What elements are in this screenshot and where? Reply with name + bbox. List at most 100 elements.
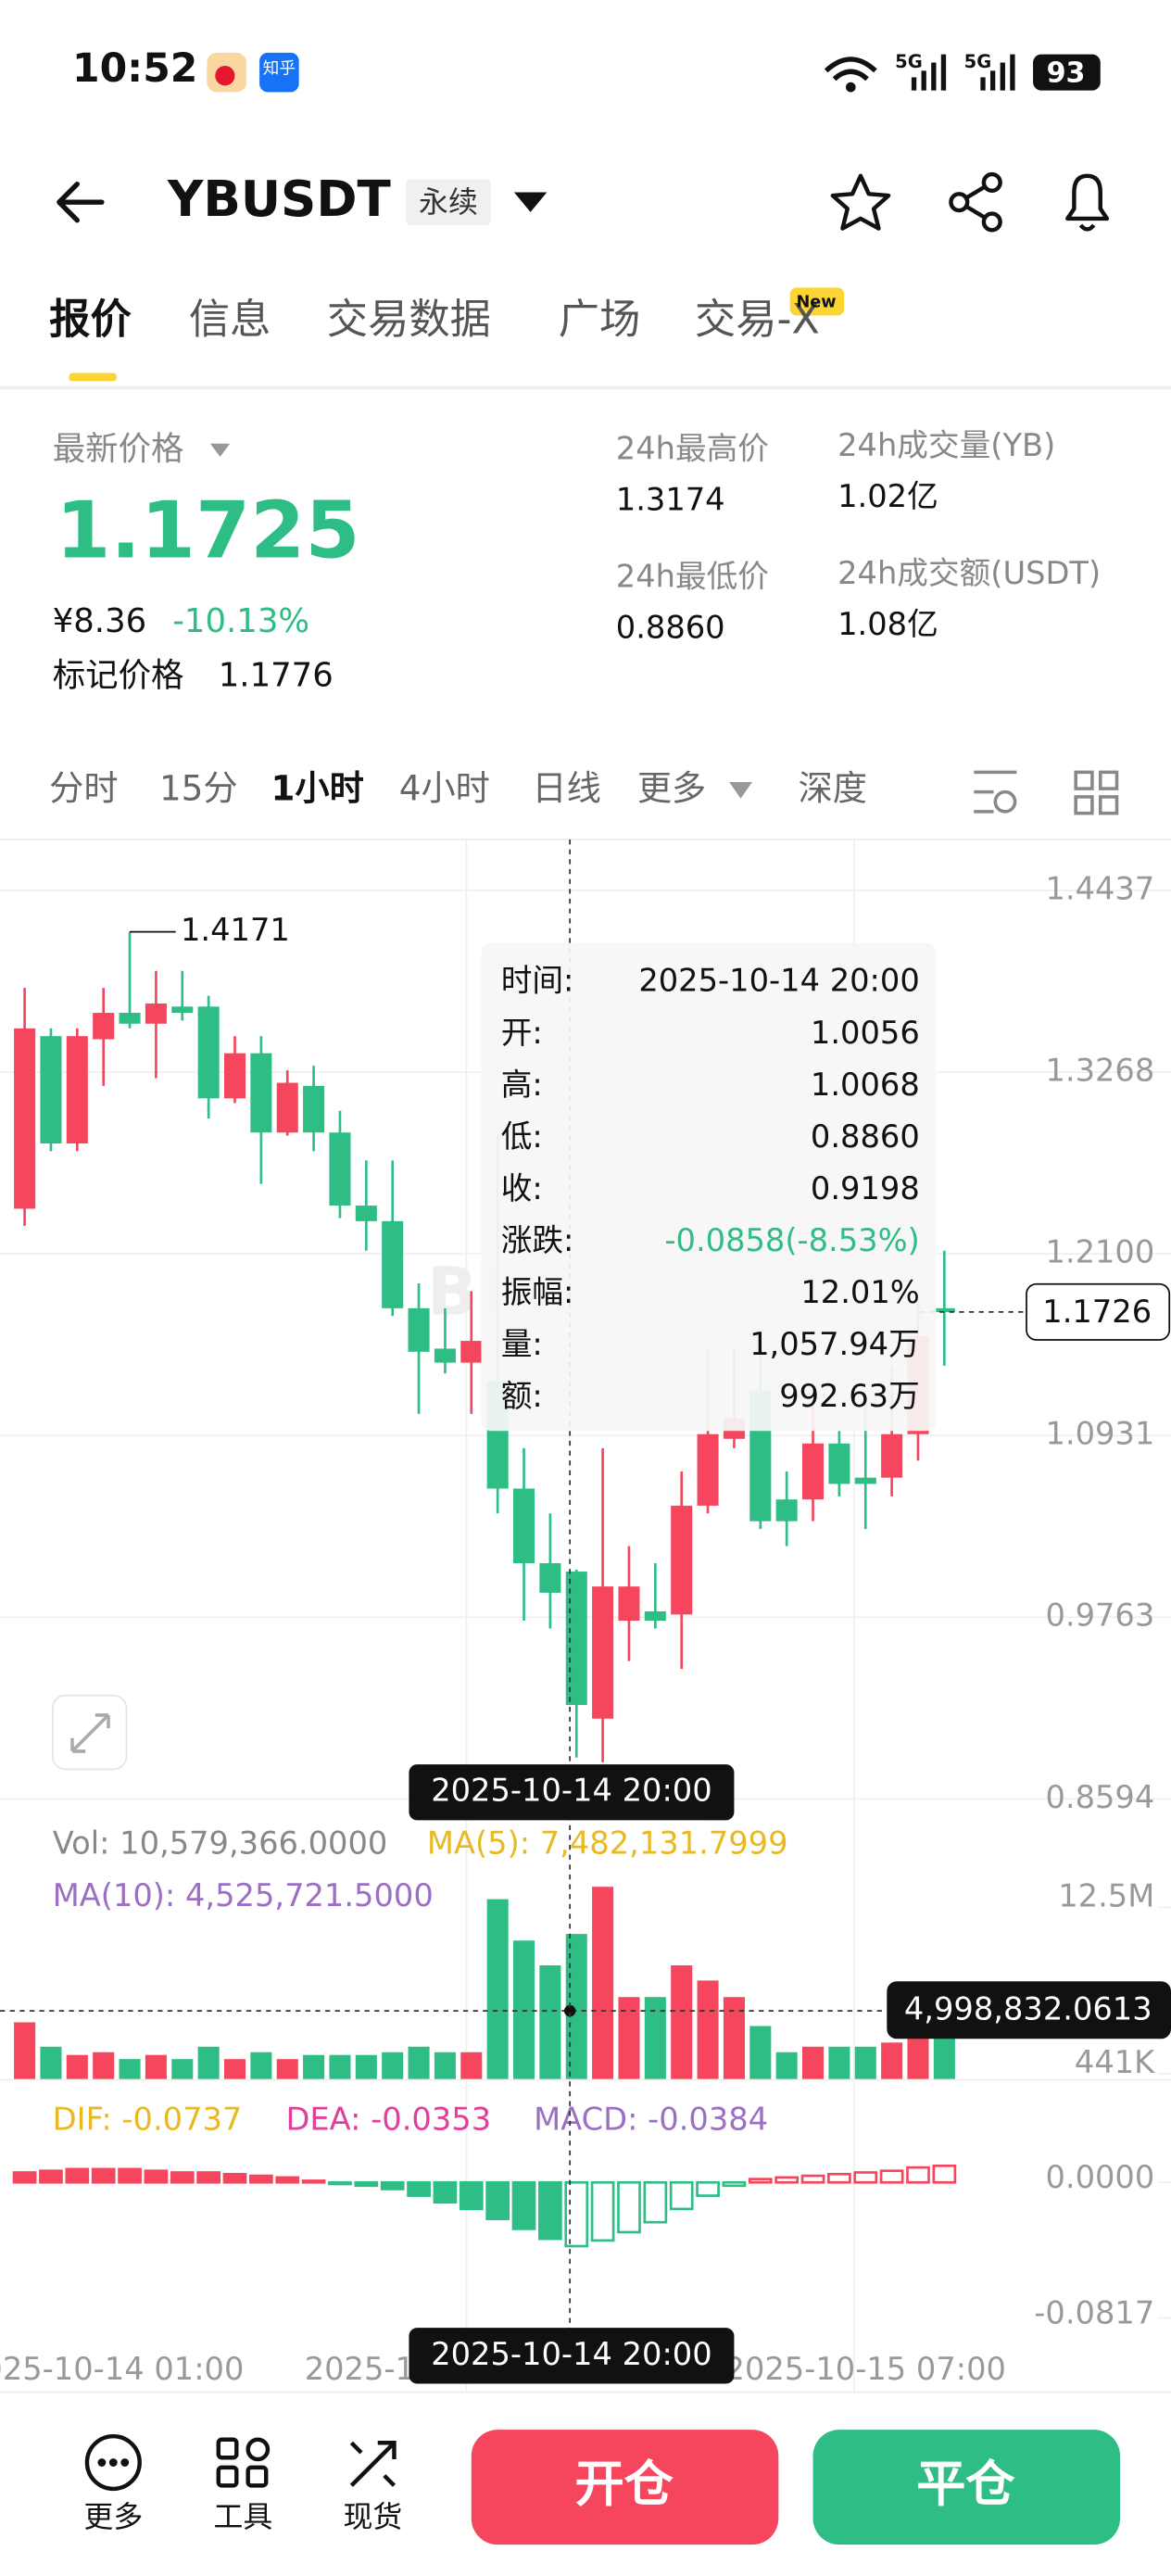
close-button[interactable] (812, 2430, 1121, 2545)
macd-bar (144, 2169, 169, 2184)
tab[interactable]: 报价 (49, 297, 132, 344)
favorite-button[interactable] (830, 173, 891, 231)
volume-bar (618, 1997, 640, 2080)
y-tick-label: 1.3268 (1045, 1053, 1154, 1089)
label: 最新价格 (53, 430, 184, 468)
candle-body (565, 1572, 587, 1705)
volume-bar (329, 2054, 351, 2080)
volume-legend: MA(5): 7,482,131.7999 (427, 1825, 788, 1861)
tooltip-label: 振幅: (501, 1274, 574, 1310)
alert-button[interactable] (1065, 173, 1110, 232)
macd-bar (170, 2171, 195, 2184)
macd-bar (617, 2180, 641, 2234)
timeframe[interactable]: 1小时 (271, 767, 364, 808)
volume-bar (408, 2046, 430, 2080)
back-button[interactable] (57, 182, 105, 223)
status-time: 10:52 (72, 46, 197, 92)
volume-bar (355, 2054, 377, 2080)
candle-body (303, 1085, 325, 1133)
share-button[interactable] (949, 171, 1002, 233)
tooltip-value: 1.0056 (811, 1015, 920, 1051)
symbol-dropdown[interactable] (513, 192, 548, 212)
macd-bar (354, 2180, 379, 2188)
tooltip (481, 942, 937, 1432)
tooltip-label: 量: (501, 1326, 543, 1362)
nav-label[interactable]: 更多 (83, 2499, 143, 2534)
macd-bar (275, 2176, 300, 2184)
timeframe[interactable]: 4小时 (399, 767, 490, 808)
zhihu-icon (259, 52, 299, 93)
tab[interactable]: 交易数据 (327, 297, 491, 344)
last-price-label: 1.1726 (1042, 1294, 1152, 1330)
stat-value: 1.3174 (616, 481, 725, 517)
more-dots (97, 2458, 130, 2467)
y-tick-label: 1.2100 (1045, 1234, 1154, 1270)
last-price: 1.1725 (56, 485, 359, 576)
wifi-icon (824, 57, 877, 82)
macd-bar (485, 2180, 510, 2220)
stat-label: 24h成交量(YB) (837, 427, 1055, 463)
tab[interactable]: 交易-X (695, 297, 820, 344)
candle-body (408, 1307, 430, 1352)
volume-bar (907, 2038, 929, 2080)
macd-bar (65, 2167, 90, 2184)
tooltip-value: 0.8860 (811, 1118, 920, 1155)
tooltip-label: 额: (501, 1378, 543, 1414)
timeframe[interactable]: 分时 (49, 767, 118, 808)
more-icon[interactable] (84, 2433, 142, 2492)
candle-body (250, 1053, 272, 1133)
volume-bar (197, 2046, 220, 2080)
volume-bar (565, 1934, 587, 2080)
spot-icon[interactable] (349, 2441, 397, 2487)
volume-bar (697, 1980, 719, 2080)
tooltip-label: 高: (501, 1067, 543, 1103)
candle-body (355, 1206, 377, 1221)
nav-label[interactable]: 工具 (213, 2499, 272, 2534)
macd-legend: MACD: -0.0384 (534, 2101, 768, 2137)
open-button[interactable] (471, 2430, 779, 2545)
candle-body (40, 1036, 62, 1143)
macd-bar (748, 2178, 773, 2184)
tab[interactable]: 广场 (559, 297, 641, 344)
settings-icon[interactable] (974, 770, 1017, 814)
volume-bar (276, 2059, 298, 2080)
x-tick-label: 2025-10-14 01:00 (0, 2351, 244, 2387)
macd-bar (590, 2180, 615, 2242)
macd-bar (800, 2174, 825, 2184)
macd-bar (879, 2169, 904, 2184)
price-dropdown[interactable] (209, 443, 231, 457)
macd-legend: DIF: -0.0737 (53, 2101, 243, 2137)
timeframe[interactable]: 15分 (159, 767, 238, 808)
macd-bar (669, 2180, 694, 2211)
battery-level: 93 (1047, 57, 1086, 89)
volume-bar (539, 1965, 561, 2080)
timeframe[interactable]: 更多 (637, 767, 706, 808)
candle-body (697, 1433, 719, 1506)
candle-body (671, 1505, 693, 1615)
last-price-box (1026, 1282, 1171, 1341)
tooltip-label: 收: (501, 1170, 543, 1206)
nav-label[interactable]: 现货 (344, 2499, 403, 2534)
tools-icon[interactable] (216, 2437, 271, 2488)
candle-body (223, 1053, 246, 1099)
macd-bar (118, 2167, 142, 2184)
volume-bar (14, 2022, 36, 2080)
more-dropdown[interactable] (729, 781, 752, 799)
new-badge-text: New (796, 293, 836, 311)
volume-bar (119, 2059, 141, 2080)
volume-bar (171, 2059, 194, 2080)
timeframe[interactable]: 日线 (532, 767, 600, 808)
candle-body (14, 1028, 36, 1209)
stat-label: 24h最低价 (616, 559, 769, 595)
timeframe[interactable]: 深度 (799, 767, 867, 808)
macd-bar (538, 2180, 562, 2241)
tab[interactable]: 信息 (189, 297, 271, 344)
candle-body (644, 1610, 666, 1622)
volume-bar (93, 2052, 115, 2080)
layout-icon[interactable] (1074, 770, 1119, 815)
crosshair-time: 2025-10-14 20:00 (431, 1773, 711, 1809)
candle-body (802, 1443, 825, 1500)
crosshair-time: 2025-10-14 20:00 (431, 2336, 711, 2372)
volume-bar (434, 2052, 456, 2080)
